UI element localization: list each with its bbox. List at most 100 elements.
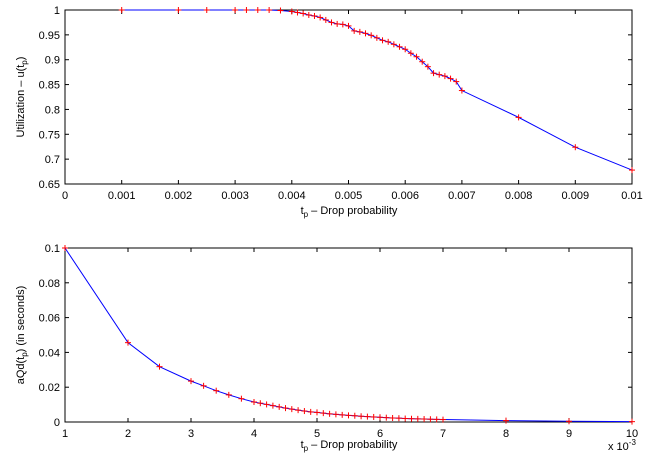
y-tick-label: 1 <box>54 5 60 17</box>
data-point <box>430 70 437 77</box>
x-tick-label: 2 <box>125 428 131 440</box>
y-ticks: 0 0.02 0.04 0.06 0.08 0.1 <box>39 243 632 429</box>
data-point <box>351 412 358 419</box>
data-point <box>370 413 377 420</box>
data-point <box>413 53 420 60</box>
data-point <box>377 414 383 421</box>
data-point <box>326 410 333 417</box>
data-point <box>282 405 289 412</box>
y-tick-label: 0.7 <box>45 154 60 166</box>
x-ticks: 1 2 3 4 5 6 7 8 9 10 <box>62 248 638 440</box>
y-tick-label: 0.85 <box>39 80 60 92</box>
y-tick-label: 0.04 <box>39 347 60 359</box>
x-tick-label: 5 <box>314 428 320 440</box>
x-tick-label: 7 <box>440 428 446 440</box>
data-point <box>395 415 402 422</box>
data-point <box>407 50 414 57</box>
data-point <box>254 7 261 13</box>
data-point <box>225 391 232 398</box>
data-point <box>358 413 365 420</box>
data-point <box>427 416 434 423</box>
data-point <box>307 408 314 415</box>
data-point <box>288 8 295 15</box>
data-point <box>118 7 125 13</box>
data-line <box>64 247 633 423</box>
x-tick-label: 6 <box>377 428 383 440</box>
x-tick-label: 0.006 <box>391 190 419 202</box>
y-tick-label: 0 <box>54 417 60 429</box>
data-point <box>301 408 308 415</box>
data-point <box>266 7 273 13</box>
y-tick-label: 0.02 <box>39 382 60 394</box>
data-point <box>383 414 390 421</box>
data-point <box>263 401 270 408</box>
x-tick-label: 0.003 <box>221 190 249 202</box>
data-point <box>408 415 415 422</box>
data-point <box>453 78 460 85</box>
data-point <box>419 58 426 65</box>
data-point <box>277 7 284 14</box>
data-point <box>213 387 220 394</box>
series-markers <box>118 7 635 174</box>
data-point <box>503 417 509 424</box>
data-point <box>447 75 454 82</box>
y-tick-label: 0.08 <box>39 278 60 290</box>
y-tick-label: 0.65 <box>39 179 60 191</box>
data-point <box>572 144 579 151</box>
data-point <box>390 41 397 48</box>
x-tick-label: 0.005 <box>335 190 363 202</box>
data-point <box>421 416 428 423</box>
x-tick-label: 3 <box>188 428 194 440</box>
data-point <box>373 34 380 41</box>
data-point <box>436 71 443 78</box>
data-point <box>433 416 440 423</box>
data-point <box>175 7 182 13</box>
x-tick-label: 0.008 <box>505 190 533 202</box>
data-point <box>125 339 131 346</box>
data-point <box>345 412 352 419</box>
data-point <box>362 30 369 37</box>
data-point <box>203 7 210 13</box>
y-tick-label: 0.75 <box>39 129 60 141</box>
y-tick-label: 0.06 <box>39 313 60 325</box>
x-tick-label: 9 <box>566 428 572 440</box>
data-line <box>121 9 633 171</box>
data-point <box>294 9 301 16</box>
data-point <box>396 43 403 50</box>
data-point <box>334 20 341 27</box>
data-point <box>317 14 324 21</box>
x-multiplier-label: x 10-3 <box>608 438 636 453</box>
x-axis-label: tp – Drop probability <box>301 205 398 219</box>
data-point <box>458 87 465 94</box>
series-line <box>64 247 633 423</box>
data-point <box>232 7 239 13</box>
data-point <box>300 10 307 17</box>
data-point <box>305 11 312 18</box>
data-point <box>515 114 522 121</box>
series-markers <box>62 245 635 425</box>
y-tick-label: 0.8 <box>45 104 60 116</box>
x-tick-label: 0.002 <box>165 190 193 202</box>
x-tick-label: 0 <box>62 190 68 202</box>
data-point <box>414 415 421 422</box>
x-tick-label: 10 <box>626 428 638 440</box>
data-point <box>629 167 635 174</box>
data-point <box>156 363 163 370</box>
series-line <box>121 9 633 171</box>
data-point <box>379 37 386 44</box>
x-ticks: 0 0.001 0.002 0.003 0.004 0.005 0.006 0.007 0.00… <box>62 10 643 202</box>
data-point <box>566 418 572 425</box>
data-point <box>311 12 318 19</box>
x-tick-label: 0.009 <box>562 190 590 202</box>
x-axis-label: tp – Drop probability <box>301 439 398 453</box>
y-tick-label: 0.9 <box>45 55 60 67</box>
data-point <box>440 416 446 423</box>
plot-frame <box>64 247 633 423</box>
y-tick-label: 0.95 <box>39 30 60 42</box>
data-point <box>356 28 363 35</box>
data-point <box>424 63 431 70</box>
data-point <box>295 407 302 414</box>
data-point <box>243 7 250 13</box>
data-point <box>238 395 245 402</box>
data-point <box>322 16 329 23</box>
